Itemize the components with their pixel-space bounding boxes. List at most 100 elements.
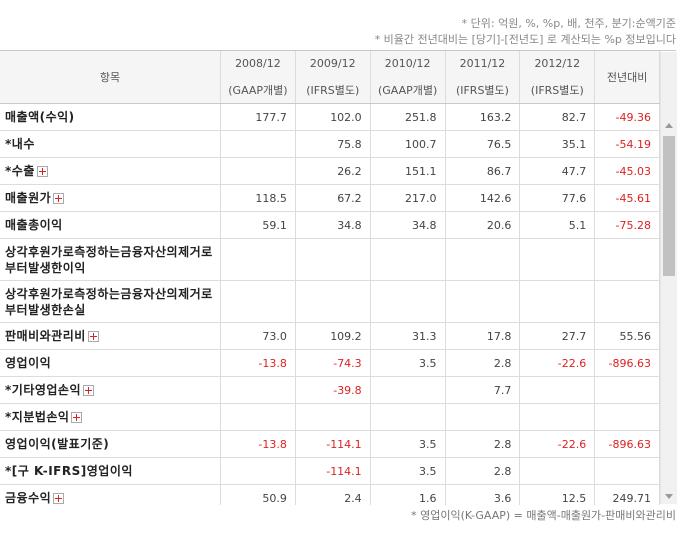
row-label: 매출원가: [5, 191, 52, 205]
row-label: 판매비와관리비: [5, 329, 86, 343]
period-year: 2010/12: [384, 56, 431, 70]
value-cell: 2.8: [445, 457, 521, 485]
value-cell: [295, 238, 371, 281]
row-label: 매출액(수익): [5, 110, 75, 124]
value-cell: -22.6: [519, 430, 596, 458]
expand-plus-icon[interactable]: [83, 385, 95, 396]
value-cell: 177.7: [220, 103, 296, 131]
operating-income-formula: * 영업이익(K-GAAP) = 매출액-매출원가-판매비와관리비: [411, 509, 676, 522]
unit-notes: * 단위: 억원, %, %p, 배, 천주, 분기:순액기준 * 비율간 전년…: [375, 16, 676, 48]
value-cell: -114.1: [295, 457, 371, 485]
value-cell: [519, 280, 596, 323]
value-cell: [370, 376, 446, 404]
value-cell: 17.8: [445, 322, 521, 350]
value-cell: 217.0: [370, 184, 446, 212]
financial-table: 항목 2008/12 (GAAP개별) 2009/12 (IFRS별도) 2010/…: [0, 51, 660, 505]
value-cell: 86.7: [445, 157, 521, 185]
value-cell: 76.5: [445, 130, 521, 158]
value-cell: 34.8: [295, 211, 371, 239]
expand-plus-icon[interactable]: [36, 166, 48, 177]
vertical-scrollbar[interactable]: [660, 52, 677, 504]
value-cell: 20.6: [445, 211, 521, 239]
table-row: 판매비와관리비 73.0 109.2 31.3 17.8 27.7 55.56: [0, 322, 660, 350]
row-label-cell: 매출액(수익): [0, 103, 221, 131]
header-row: 항목 2008/12 (GAAP개별) 2009/12 (IFRS별도) 2010/…: [0, 51, 660, 104]
period-standard: (IFRS별도): [306, 83, 360, 97]
period-year: 2011/12: [459, 56, 506, 70]
expand-plus-icon[interactable]: [53, 193, 65, 204]
period-standard: (IFRS별도): [530, 83, 584, 97]
value-cell: [220, 376, 296, 404]
value-cell: 75.8: [295, 130, 371, 158]
value-cell: -13.8: [220, 349, 296, 377]
row-label-cell: 영업이익(발표기준): [0, 430, 221, 458]
value-cell: [220, 238, 296, 281]
value-cell: 77.6: [519, 184, 596, 212]
value-cell: [370, 403, 446, 431]
change-cell: -896.63: [594, 349, 660, 377]
table-row: *지분법손익: [0, 403, 660, 431]
row-label: 금융수익: [5, 491, 52, 505]
change-cell: -75.28: [594, 211, 660, 239]
value-cell: [519, 376, 596, 404]
value-cell: [295, 403, 371, 431]
table-row: 매출총이익 59.1 34.8 34.8 20.6 5.1 -75.28: [0, 211, 660, 239]
header-period-2012: 2012/12 (IFRS별도): [519, 51, 596, 104]
value-cell: 3.5: [370, 457, 446, 485]
unit-note: * 단위: 억원, %, %p, 배, 천주, 분기:순액기준: [461, 17, 676, 30]
value-cell: [445, 238, 521, 281]
value-cell: 118.5: [220, 184, 296, 212]
expand-plus-icon[interactable]: [87, 331, 99, 342]
header-period-2011: 2011/12 (IFRS별도): [445, 51, 521, 104]
table-row: *내수 75.8 100.7 76.5 35.1 -54.19: [0, 130, 660, 158]
value-cell: [370, 238, 446, 281]
table-row: *수출 26.2 151.1 86.7 47.7 -45.03: [0, 157, 660, 185]
change-cell: -49.36: [594, 103, 660, 131]
value-cell: -39.8: [295, 376, 371, 404]
value-cell: -114.1: [295, 430, 371, 458]
value-cell: 50.9: [220, 484, 296, 505]
table-row: *[구 K-IFRS]영업이익 -114.1 3.5 2.8: [0, 457, 660, 485]
value-cell: -13.8: [220, 430, 296, 458]
table-row: 상각후원가로측정하는금융자산의제거로부터발생한이익: [0, 238, 660, 281]
scrollbar-thumb[interactable]: [663, 136, 675, 276]
period-year: 2009/12: [309, 56, 356, 70]
change-cell: 55.56: [594, 322, 660, 350]
row-label-cell: 매출총이익: [0, 211, 221, 239]
row-label: *내수: [5, 137, 35, 151]
scroll-down-arrow-icon[interactable]: [661, 488, 677, 504]
expand-plus-icon[interactable]: [71, 412, 83, 423]
row-label-cell: 판매비와관리비: [0, 322, 221, 350]
value-cell: 3.5: [370, 430, 446, 458]
value-cell: 1.6: [370, 484, 446, 505]
period-year: 2012/12: [534, 56, 581, 70]
row-label-cell: 매출원가: [0, 184, 221, 212]
change-cell: [594, 403, 660, 431]
value-cell: 34.8: [370, 211, 446, 239]
value-cell: 2.4: [295, 484, 371, 505]
row-label: 영업이익: [5, 356, 52, 370]
row-label-cell: 금융수익: [0, 484, 221, 505]
change-cell: [594, 238, 660, 281]
value-cell: 73.0: [220, 322, 296, 350]
ratio-note: * 비율간 전년대비는 [당기]-[전년도] 로 계산되는 %p 정보입니다: [374, 33, 676, 46]
row-label-cell: *수출: [0, 157, 221, 185]
value-cell: 100.7: [370, 130, 446, 158]
period-year: 2008/12: [235, 56, 281, 70]
header-change: 전년대비: [594, 51, 660, 104]
row-label: 매출총이익: [5, 218, 63, 232]
value-cell: 142.6: [445, 184, 521, 212]
row-label-cell: *내수: [0, 130, 221, 158]
row-label: 영업이익(발표기준): [5, 437, 110, 451]
value-cell: 102.0: [295, 103, 371, 131]
value-cell: 163.2: [445, 103, 521, 131]
value-cell: 31.3: [370, 322, 446, 350]
expand-plus-icon[interactable]: [53, 493, 65, 504]
value-cell: 27.7: [519, 322, 596, 350]
value-cell: 82.7: [519, 103, 596, 131]
row-label: *기타영업손익: [5, 383, 82, 397]
table-row: *기타영업손익 -39.8 7.7: [0, 376, 660, 404]
header-period-2010: 2010/12 (GAAP개별): [370, 51, 446, 104]
scroll-up-arrow-icon[interactable]: [661, 118, 677, 134]
value-cell: 3.6: [445, 484, 521, 505]
